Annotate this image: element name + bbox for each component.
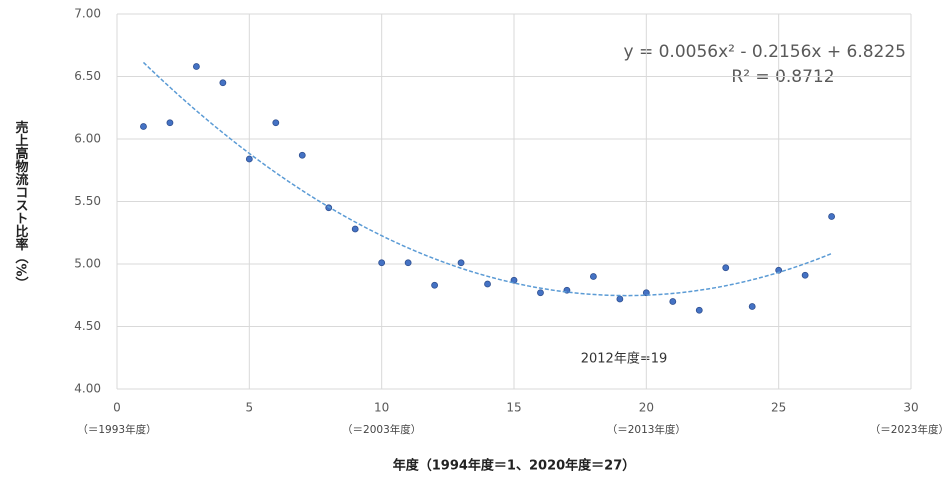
point bbox=[590, 273, 597, 280]
y-tick-label: 4.50 bbox=[74, 319, 101, 333]
point bbox=[404, 259, 412, 267]
x-tick-label: 25 bbox=[771, 401, 786, 415]
annotation: 2012年度=19 bbox=[581, 351, 668, 367]
y-axis-title: 売上高物流コスト比率（%） bbox=[13, 120, 30, 290]
y-tick-label: 5.50 bbox=[74, 194, 101, 208]
x-axis-title: 年度（1994年度＝1、2020年度＝27） bbox=[393, 458, 636, 474]
point bbox=[140, 123, 147, 130]
point bbox=[616, 295, 624, 303]
point bbox=[192, 63, 200, 70]
y-tick-label: 5.00 bbox=[74, 257, 101, 271]
y-tick-label: 7.00 bbox=[74, 7, 101, 21]
point bbox=[537, 289, 544, 297]
y-tick-label: 6.50 bbox=[74, 69, 101, 83]
point bbox=[431, 281, 439, 289]
x-tick-label: 0 bbox=[113, 401, 121, 415]
x-tick-label: 30 bbox=[903, 401, 918, 415]
x-tick-label: 15 bbox=[506, 401, 521, 415]
y-tick-label: 6.00 bbox=[74, 132, 101, 146]
point bbox=[378, 259, 386, 267]
point bbox=[457, 259, 465, 267]
point bbox=[775, 266, 783, 274]
x-tick-label: 20 bbox=[639, 401, 654, 415]
trend-equation: y = 0.0056x² - 0.2156x + 6.8225 bbox=[624, 42, 907, 62]
point bbox=[801, 271, 809, 279]
y-tick-label: 4.00 bbox=[74, 382, 101, 396]
point bbox=[642, 289, 650, 297]
point bbox=[245, 155, 253, 163]
point bbox=[272, 119, 280, 127]
x-sublabel: （＝2023年度） bbox=[870, 423, 949, 436]
point bbox=[748, 303, 756, 310]
point bbox=[484, 280, 491, 288]
point bbox=[510, 276, 518, 284]
x-tick-label: 10 bbox=[374, 401, 389, 415]
x-sublabel: （＝2003年度） bbox=[342, 423, 421, 436]
point bbox=[669, 298, 677, 305]
point bbox=[219, 79, 227, 87]
x-tick-label: 5 bbox=[246, 401, 254, 415]
x-sublabel: （＝1993年度） bbox=[77, 423, 156, 436]
point bbox=[722, 264, 730, 272]
point bbox=[695, 306, 703, 314]
x-sublabel: （＝2013年度） bbox=[607, 423, 686, 436]
point bbox=[166, 119, 174, 127]
point bbox=[828, 213, 835, 220]
point bbox=[298, 151, 306, 159]
point bbox=[351, 225, 359, 233]
trendline bbox=[142, 61, 832, 297]
